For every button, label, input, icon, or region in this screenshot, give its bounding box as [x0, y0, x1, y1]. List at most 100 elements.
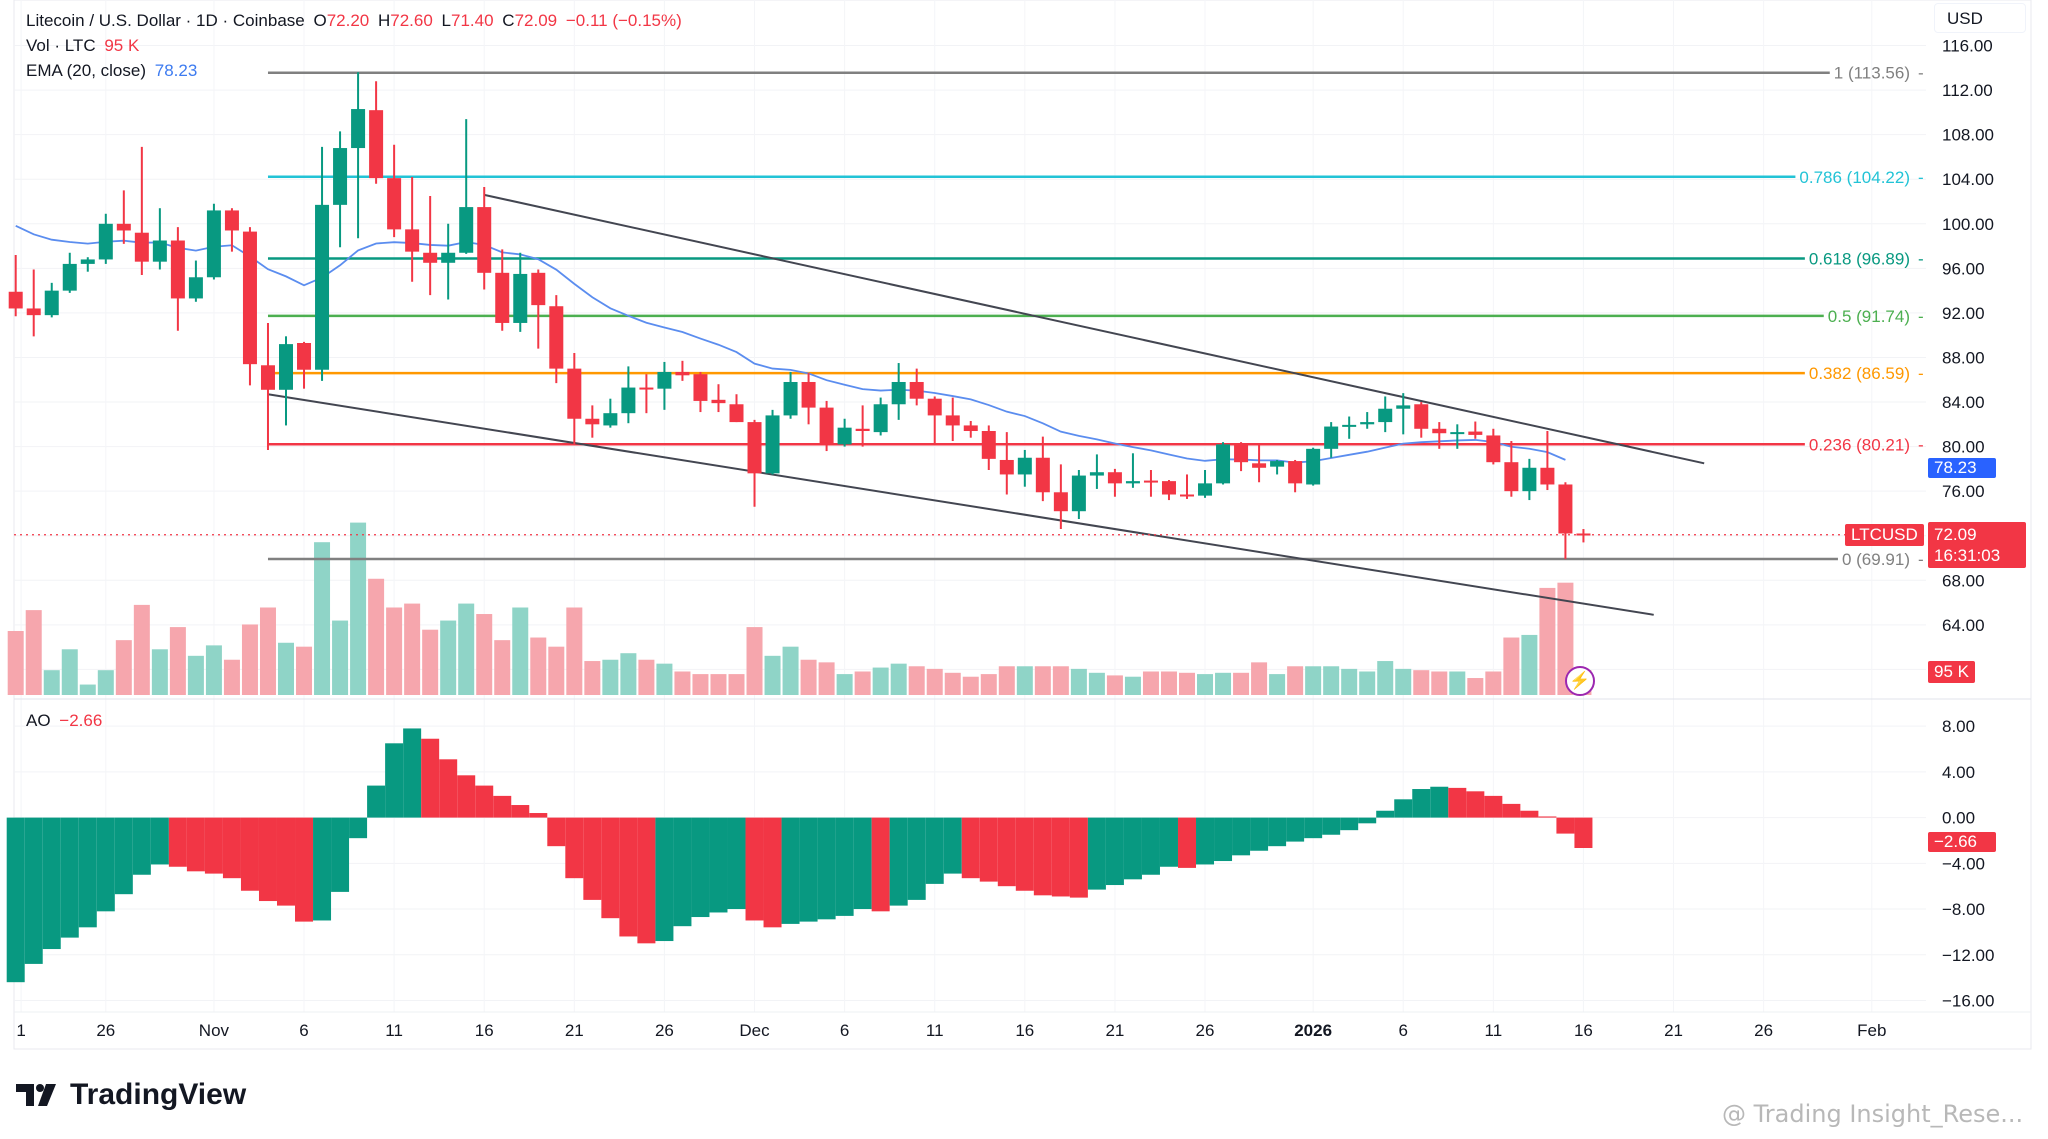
price-axis-label: 84.00 — [1942, 393, 1985, 412]
ao-axis-label: 8.00 — [1942, 717, 1975, 736]
time-axis-label: 16 — [475, 1021, 494, 1040]
volume-bar — [746, 627, 763, 695]
ao-bar — [331, 817, 350, 892]
ao-bar — [60, 817, 79, 938]
candle-up — [621, 387, 636, 414]
volume-bar — [133, 604, 150, 695]
ao-bar — [349, 817, 368, 839]
volume-bar — [7, 631, 24, 695]
time-axis-label: Dec — [739, 1021, 770, 1040]
ao-legend-value: −2.66 — [59, 711, 103, 730]
volume-bar — [223, 659, 240, 695]
candle-up — [1306, 448, 1321, 485]
ao-legend-label: AO — [26, 711, 51, 730]
ao-bar — [132, 817, 151, 875]
price-axis-label: 76.00 — [1942, 482, 1985, 501]
candle-up — [1125, 481, 1140, 484]
currency-button[interactable]: USD — [1934, 3, 2026, 33]
volume-bar — [1449, 671, 1466, 695]
ao-bar — [1286, 817, 1305, 842]
volume-legend[interactable]: Vol · LTC 95 K — [26, 36, 143, 56]
ao-bar — [745, 817, 764, 921]
symbol-legend[interactable]: Litecoin / U.S. Dollar · 1D · Coinbase O… — [26, 11, 686, 31]
candle-down — [1576, 533, 1591, 536]
lightning-icon[interactable]: ⚡ — [1565, 666, 1595, 696]
candle-up — [1378, 408, 1393, 423]
time-axis-label: 11 — [385, 1021, 403, 1040]
ao-legend[interactable]: AO −2.66 — [26, 711, 106, 731]
ao-bar — [1556, 817, 1575, 834]
time-axis-label: Feb — [1857, 1021, 1886, 1040]
ao-bar — [1322, 817, 1341, 835]
time-axis-label: 26 — [1196, 1021, 1215, 1040]
ao-axis-label: 0.00 — [1942, 809, 1975, 828]
candle-down — [1486, 435, 1501, 463]
candle-down — [729, 404, 744, 423]
candle-up — [1071, 475, 1086, 512]
ema-legend[interactable]: EMA (20, close) 78.23 — [26, 61, 201, 81]
volume-bar — [782, 646, 799, 695]
tradingview-logo[interactable]: TradingView — [16, 1078, 246, 1112]
ao-bar — [1394, 799, 1413, 818]
volume-bar — [1034, 666, 1051, 695]
ao-bar — [1232, 817, 1251, 856]
ao-bar — [475, 785, 494, 818]
volume-bar — [1269, 674, 1286, 695]
volume-bar — [1088, 672, 1105, 695]
candle-up — [837, 427, 852, 445]
candle-up — [1522, 467, 1537, 492]
ao-bar — [781, 817, 800, 924]
candle-up — [80, 259, 95, 264]
ao-bar — [1448, 787, 1467, 818]
price-axis-label: 68.00 — [1942, 571, 1985, 590]
candle-down — [242, 231, 257, 365]
volume-bar — [1106, 675, 1123, 695]
trendline-lower — [267, 393, 1654, 616]
candles — [8, 72, 1591, 560]
volume-bar — [1323, 666, 1340, 695]
candle-down — [26, 308, 41, 316]
open-label: O — [313, 11, 327, 30]
volume-bar — [278, 642, 294, 695]
ao-bar — [1340, 817, 1359, 831]
candle-down — [297, 342, 312, 370]
ao-bar — [727, 817, 746, 910]
candle-down — [260, 365, 275, 390]
candle-down — [1414, 404, 1429, 429]
volume-bar — [674, 671, 691, 695]
volume-bar — [350, 522, 367, 695]
candle-down — [1180, 494, 1194, 497]
candle-down — [981, 431, 996, 459]
candle-down — [1558, 484, 1573, 534]
fib-level-label: 0.618 (96.89) — [1809, 249, 1910, 268]
volume-bar — [296, 646, 313, 695]
volume-bar — [332, 620, 349, 695]
price-axis-label: 112.00 — [1942, 81, 1993, 100]
volume-bar — [97, 670, 114, 695]
candle-down — [116, 223, 131, 231]
ao-axis-label: 4.00 — [1942, 763, 1975, 782]
trendlines[interactable] — [14, 193, 1926, 616]
candle-down — [1053, 492, 1068, 512]
fib-level-label: 0.786 (104.22) — [1799, 168, 1910, 187]
fibonacci-retracement[interactable]: 1 (113.56) -0.786 (104.22) -0.618 (96.89) -… — [267, 64, 1924, 569]
volume-bar — [1539, 587, 1556, 695]
ao-bar — [295, 817, 314, 922]
candle-up — [891, 381, 906, 405]
ao-bar — [1015, 817, 1034, 891]
candle-down — [1504, 462, 1519, 492]
volume-bar — [602, 659, 619, 695]
volume-bar — [314, 542, 331, 695]
candle-down — [909, 381, 924, 399]
candle-up — [657, 371, 672, 389]
candle-down — [495, 272, 510, 323]
candle-up — [279, 344, 293, 390]
candle-up — [1270, 461, 1285, 467]
candle-down — [369, 110, 384, 179]
volume-bar — [494, 640, 511, 695]
axes: 116.00 112.00 108.00 104.00 100.00 96.00 92.00… — [16, 37, 1994, 1040]
ao-bar — [1196, 817, 1215, 865]
volume-bar — [998, 666, 1015, 695]
volume-bar — [728, 674, 745, 695]
